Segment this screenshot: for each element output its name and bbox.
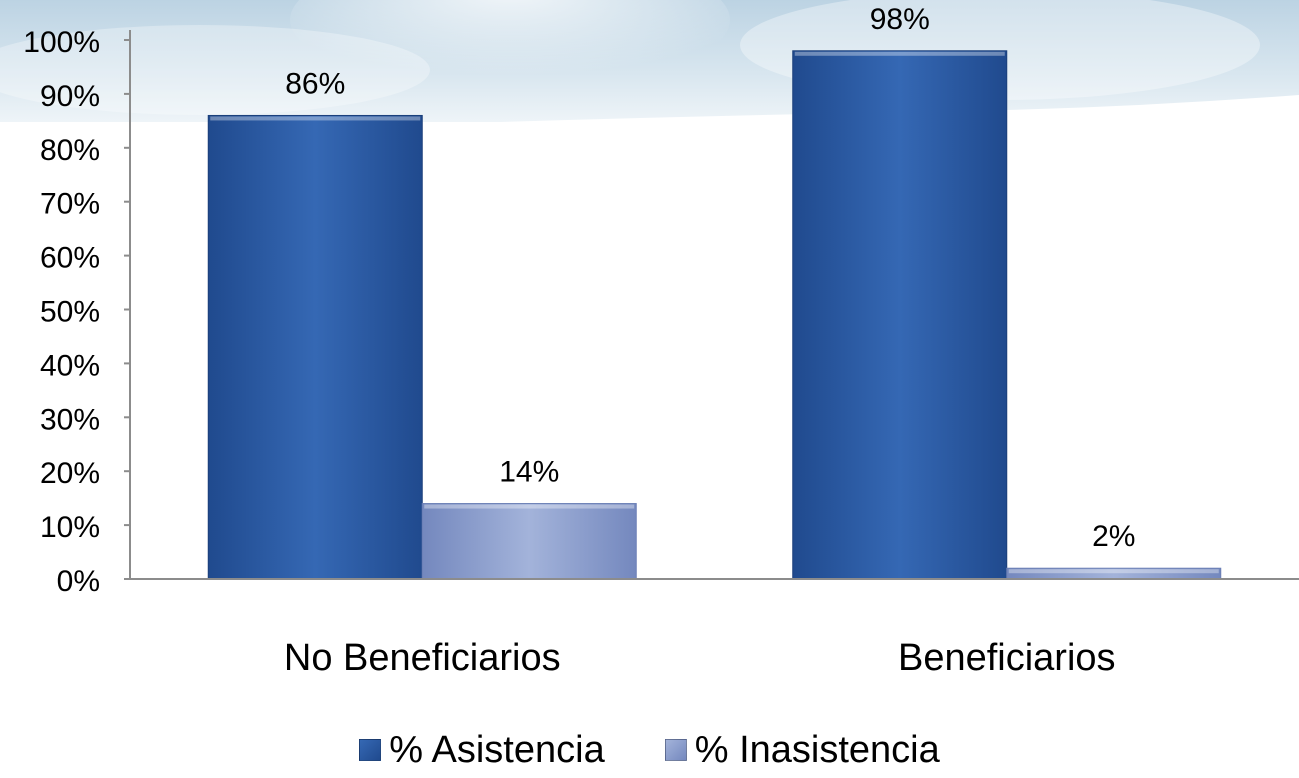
data-label: 2% [1092,520,1135,553]
y-tick-label: 100% [23,26,100,59]
y-tick-label: 10% [40,511,100,544]
y-tick-label: 70% [40,188,100,221]
legend: % Asistencia % Inasistencia [0,722,1299,778]
y-tick-label: 30% [40,403,100,436]
y-tick-label: 60% [40,242,100,275]
y-tick-label: 50% [40,296,100,329]
bar-highlight [794,51,1005,56]
x-category-label: Beneficiarios [898,637,1116,679]
legend-swatch-asistencia [359,739,382,761]
data-labels: 86% 14% 98% 2% [285,3,1135,553]
data-label: 98% [870,3,930,36]
y-axis: 0% 10% 20% 30% 40% 50% 60% 70% 80% 90% 100% [23,26,131,598]
bar-inasistencia-1 [421,503,637,580]
bar-asistencia-2 [792,50,1008,580]
legend-item-inasistencia: % Inasistencia [664,728,940,772]
x-axis: No Beneficiarios Beneficiarios [130,578,1299,679]
bar-highlight [1008,569,1219,574]
bar-highlight [210,116,421,121]
bars [207,50,1222,580]
y-tick-label: 0% [57,565,100,598]
legend-label-inasistencia: % Inasistencia [694,728,940,771]
y-tick-label: 80% [40,134,100,167]
y-tick-label: 90% [40,80,100,113]
y-tick-label: 20% [40,457,100,490]
data-label: 86% [285,67,345,100]
y-tick-label: 40% [40,349,100,382]
legend-swatch-inasistencia [664,739,687,761]
legend-label-asistencia: % Asistencia [389,728,605,771]
x-category-label: No Beneficiarios [284,637,561,679]
data-label: 14% [499,456,559,489]
bar-highlight [424,504,635,509]
bar-asistencia-1 [207,114,423,580]
legend-item-asistencia: % Asistencia [359,728,605,772]
